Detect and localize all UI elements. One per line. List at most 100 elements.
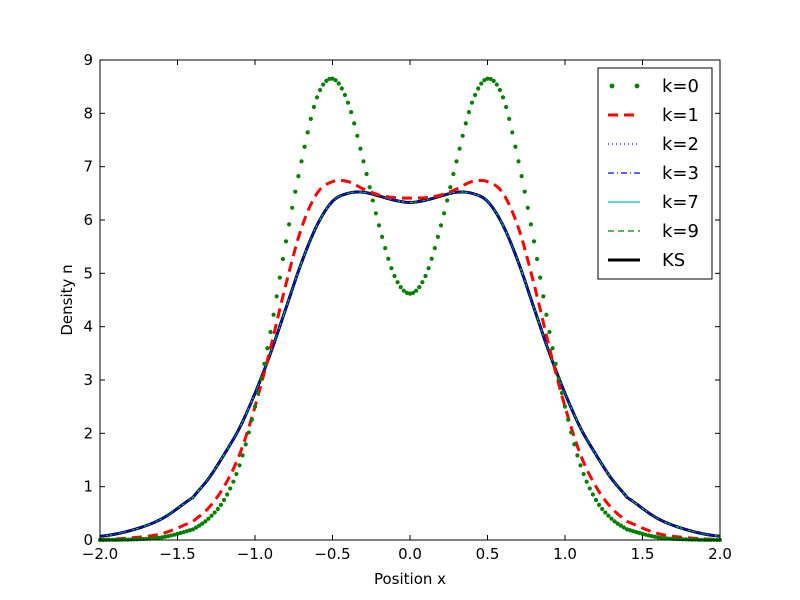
series-k0-point: [277, 275, 282, 280]
series-k0-point: [358, 146, 363, 151]
series-k0-point: [581, 471, 586, 477]
x-tick-label: 1.0: [553, 545, 577, 563]
series-k0-point: [603, 510, 608, 515]
series-k0-point: [271, 312, 276, 317]
series-k0-point: [466, 110, 471, 115]
series-k0-point: [293, 189, 298, 194]
series-k0-point: [342, 92, 347, 98]
y-tick-label: 4: [83, 318, 93, 336]
series-k0-point: [305, 130, 310, 135]
series-k0-point: [240, 453, 245, 458]
series-k0-point: [497, 87, 502, 93]
series-k0-point: [562, 404, 568, 409]
x-tick-label: −2.0: [82, 545, 118, 563]
series-k0-point: [618, 523, 623, 528]
series-k0-point: [597, 502, 602, 507]
series-k0-point: [314, 95, 320, 100]
series-k0-point: [606, 513, 611, 518]
series-k0-point: [442, 211, 447, 216]
series-k0-point: [587, 486, 592, 491]
series-k0-point: [373, 211, 378, 216]
x-tick-label: 0.5: [476, 545, 500, 563]
series-k0-point: [494, 82, 499, 87]
series-k0-point: [321, 82, 326, 87]
series-k0-point: [274, 294, 279, 299]
x-tick-label: −1.5: [159, 545, 195, 563]
x-tick-label: 0.0: [398, 545, 422, 563]
series-k0-point: [389, 266, 394, 271]
series-k0-point: [339, 86, 344, 91]
series-k0-point: [287, 222, 292, 227]
series-k0-point: [516, 159, 521, 164]
series-k0-point: [355, 133, 360, 138]
series-k0-point: [479, 81, 484, 86]
series-layer: [97, 76, 723, 543]
series-k0-point: [296, 174, 301, 179]
series-k1-line: [99, 178, 721, 541]
series-k0-point: [593, 497, 599, 503]
y-tick-label: 3: [83, 371, 93, 389]
series-k0-point: [550, 346, 555, 351]
legend-swatch-k0: [634, 83, 640, 89]
series-k0-point: [445, 198, 450, 203]
series-k0-point: [621, 525, 627, 530]
series-k0-point: [256, 390, 261, 396]
series-k0-point: [500, 95, 506, 100]
series-k0-point: [209, 513, 214, 518]
series-k0-point: [225, 492, 230, 497]
legend-swatch-k0: [609, 83, 615, 89]
series-k0-point: [584, 479, 589, 484]
series-k0-markers: [97, 76, 723, 543]
series-k0-point: [525, 205, 530, 210]
tick-layer: −2.0 −1.5 −1.0 −0.5 0.0 0.5 1.0 1.5 2.0 0 1 2 3 4 5 6 7 8…: [82, 51, 732, 563]
series-k0-point: [221, 497, 227, 503]
series-k0-point: [652, 534, 658, 539]
series-k0-point: [327, 76, 332, 82]
series-k0-point: [237, 463, 242, 468]
series-k0-point: [367, 185, 372, 190]
series-k0-point: [485, 76, 490, 81]
series-k0-point: [522, 189, 527, 194]
series-k0-point: [383, 246, 388, 251]
legend-label-ks: KS: [662, 250, 685, 271]
series-k0-point: [392, 273, 397, 279]
series-k0-point: [451, 171, 456, 177]
series-k0-point: [349, 110, 354, 115]
series-k0-point: [420, 280, 425, 285]
series-k0-point: [544, 312, 549, 317]
series-k0-point: [590, 492, 596, 497]
x-tick-label: 2.0: [708, 545, 732, 563]
series-k0-point: [556, 376, 561, 381]
series-k0-point: [612, 519, 617, 524]
series-k0-point: [547, 329, 552, 335]
series-k0-point: [218, 502, 223, 507]
series-k0-point: [513, 144, 518, 149]
series-k0-point: [519, 174, 524, 179]
series-k0-point: [572, 442, 577, 447]
series-k0-point: [246, 430, 251, 435]
series-k0-point: [476, 86, 481, 91]
series-k0-point: [380, 234, 385, 239]
series-k0-point: [454, 159, 459, 164]
y-tick-label: 8: [83, 104, 93, 122]
series-k0-point: [569, 430, 574, 435]
series-k0-point: [299, 159, 304, 164]
series-k0-point: [302, 144, 307, 149]
x-tick-label: −0.5: [314, 545, 350, 563]
series-k0-point: [655, 535, 661, 540]
series-k0-point: [488, 76, 493, 82]
series-k0-point: [535, 256, 540, 262]
series-k0-point: [398, 285, 403, 290]
series-k0-point: [249, 417, 254, 422]
series-k0-point: [352, 121, 357, 126]
series-k0-point: [429, 256, 434, 261]
series-k0-point: [386, 256, 391, 261]
series-k0-point: [265, 346, 270, 351]
legend-label-k0: k=0: [662, 76, 699, 97]
series-k0-point: [507, 116, 512, 121]
series-k3-line: [99, 191, 721, 537]
series-k0-point: [212, 510, 217, 515]
series-k0-point: [268, 329, 273, 335]
series-k0-point: [364, 171, 369, 177]
series-k0-point: [531, 239, 537, 244]
